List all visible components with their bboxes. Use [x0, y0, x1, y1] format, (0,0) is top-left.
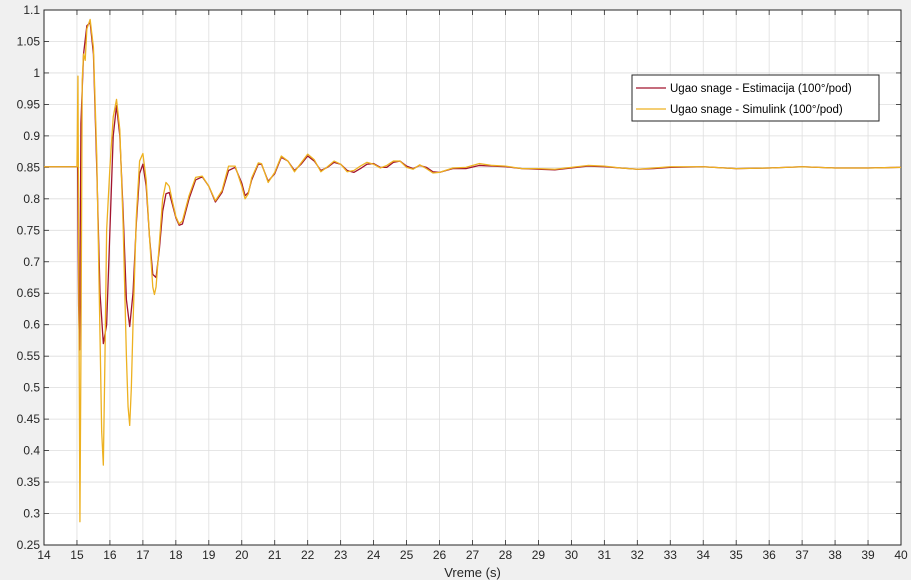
y-tick-label: 0.3	[23, 507, 40, 521]
x-tick-label: 32	[631, 548, 645, 562]
x-tick-label: 19	[202, 548, 216, 562]
y-tick-label: 0.7	[23, 255, 40, 269]
x-tick-label: 25	[400, 548, 414, 562]
legend-label-simulink: Ugao snage - Simulink (100°/pod)	[670, 104, 843, 116]
x-tick-label: 21	[268, 548, 282, 562]
x-tick-label: 22	[301, 548, 315, 562]
y-tick-label: 0.9	[23, 129, 40, 143]
x-tick-label: 36	[762, 548, 776, 562]
x-tick-label: 15	[70, 548, 84, 562]
series-lines	[44, 18, 902, 523]
y-tick-label: 0.45	[17, 412, 41, 426]
x-tick-label: 29	[532, 548, 546, 562]
x-tick-label: 23	[334, 548, 348, 562]
x-tick-label: 20	[235, 548, 249, 562]
legend-box	[631, 74, 880, 122]
x-tick-label: 31	[598, 548, 612, 562]
y-tick-label: 0.5	[23, 381, 40, 395]
x-tick-label: 27	[466, 548, 480, 562]
axes	[43, 9, 902, 546]
y-tick-label: 1.1	[23, 3, 40, 17]
x-tick-label: 28	[499, 548, 513, 562]
x-tick-label: 18	[169, 548, 183, 562]
x-tick-label: 14	[37, 548, 51, 562]
y-tick-label: 0.8	[23, 192, 40, 206]
x-axis-title: Vreme (s)	[444, 565, 501, 580]
x-tick-label: 34	[697, 548, 711, 562]
x-tick-label: 39	[861, 548, 875, 562]
x-tick-label: 37	[795, 548, 809, 562]
y-tick-label: 0.6	[23, 318, 40, 332]
x-tick-label: 24	[367, 548, 381, 562]
x-tick-label: 38	[828, 548, 842, 562]
plot-frame	[43, 9, 902, 546]
y-tick-label: 0.25	[17, 538, 41, 552]
y-tick-labels: 0.25 0.3 0.35 0.4 0.45 0.5 0.55 0.6 0.65 0.7 0.75 0…	[17, 3, 41, 552]
x-tick-label: 35	[730, 548, 744, 562]
x-tick-label: 26	[433, 548, 447, 562]
y-tick-label: 0.95	[17, 97, 41, 111]
y-tick-label: 0.35	[17, 475, 41, 489]
series-line-1	[44, 18, 902, 523]
legend-label-estimacija: Ugao snage - Estimacija (100°/pod)	[670, 83, 852, 95]
x-tick-labels: 14 15 16 17 18 19 20 21 22 23 24 25 26 27 28 29 30 31 32 33…	[37, 548, 908, 562]
x-tick-label: 30	[565, 548, 579, 562]
x-tick-label: 40	[894, 548, 908, 562]
y-tick-label: 0.85	[17, 160, 41, 174]
y-tick-label: 0.75	[17, 223, 41, 237]
y-tick-label: 0.55	[17, 349, 41, 363]
x-tick-label: 17	[136, 548, 150, 562]
y-tick-label: 1.05	[17, 34, 41, 48]
x-tick-label: 33	[664, 548, 678, 562]
y-tick-label: 1	[33, 66, 40, 80]
y-tick-label: 0.4	[23, 444, 40, 458]
legend[interactable]: Ugao snage - Estimacija (100°/pod) Ugao …	[631, 74, 880, 122]
x-tick-label: 16	[103, 548, 117, 562]
y-tick-label: 0.65	[17, 286, 41, 300]
